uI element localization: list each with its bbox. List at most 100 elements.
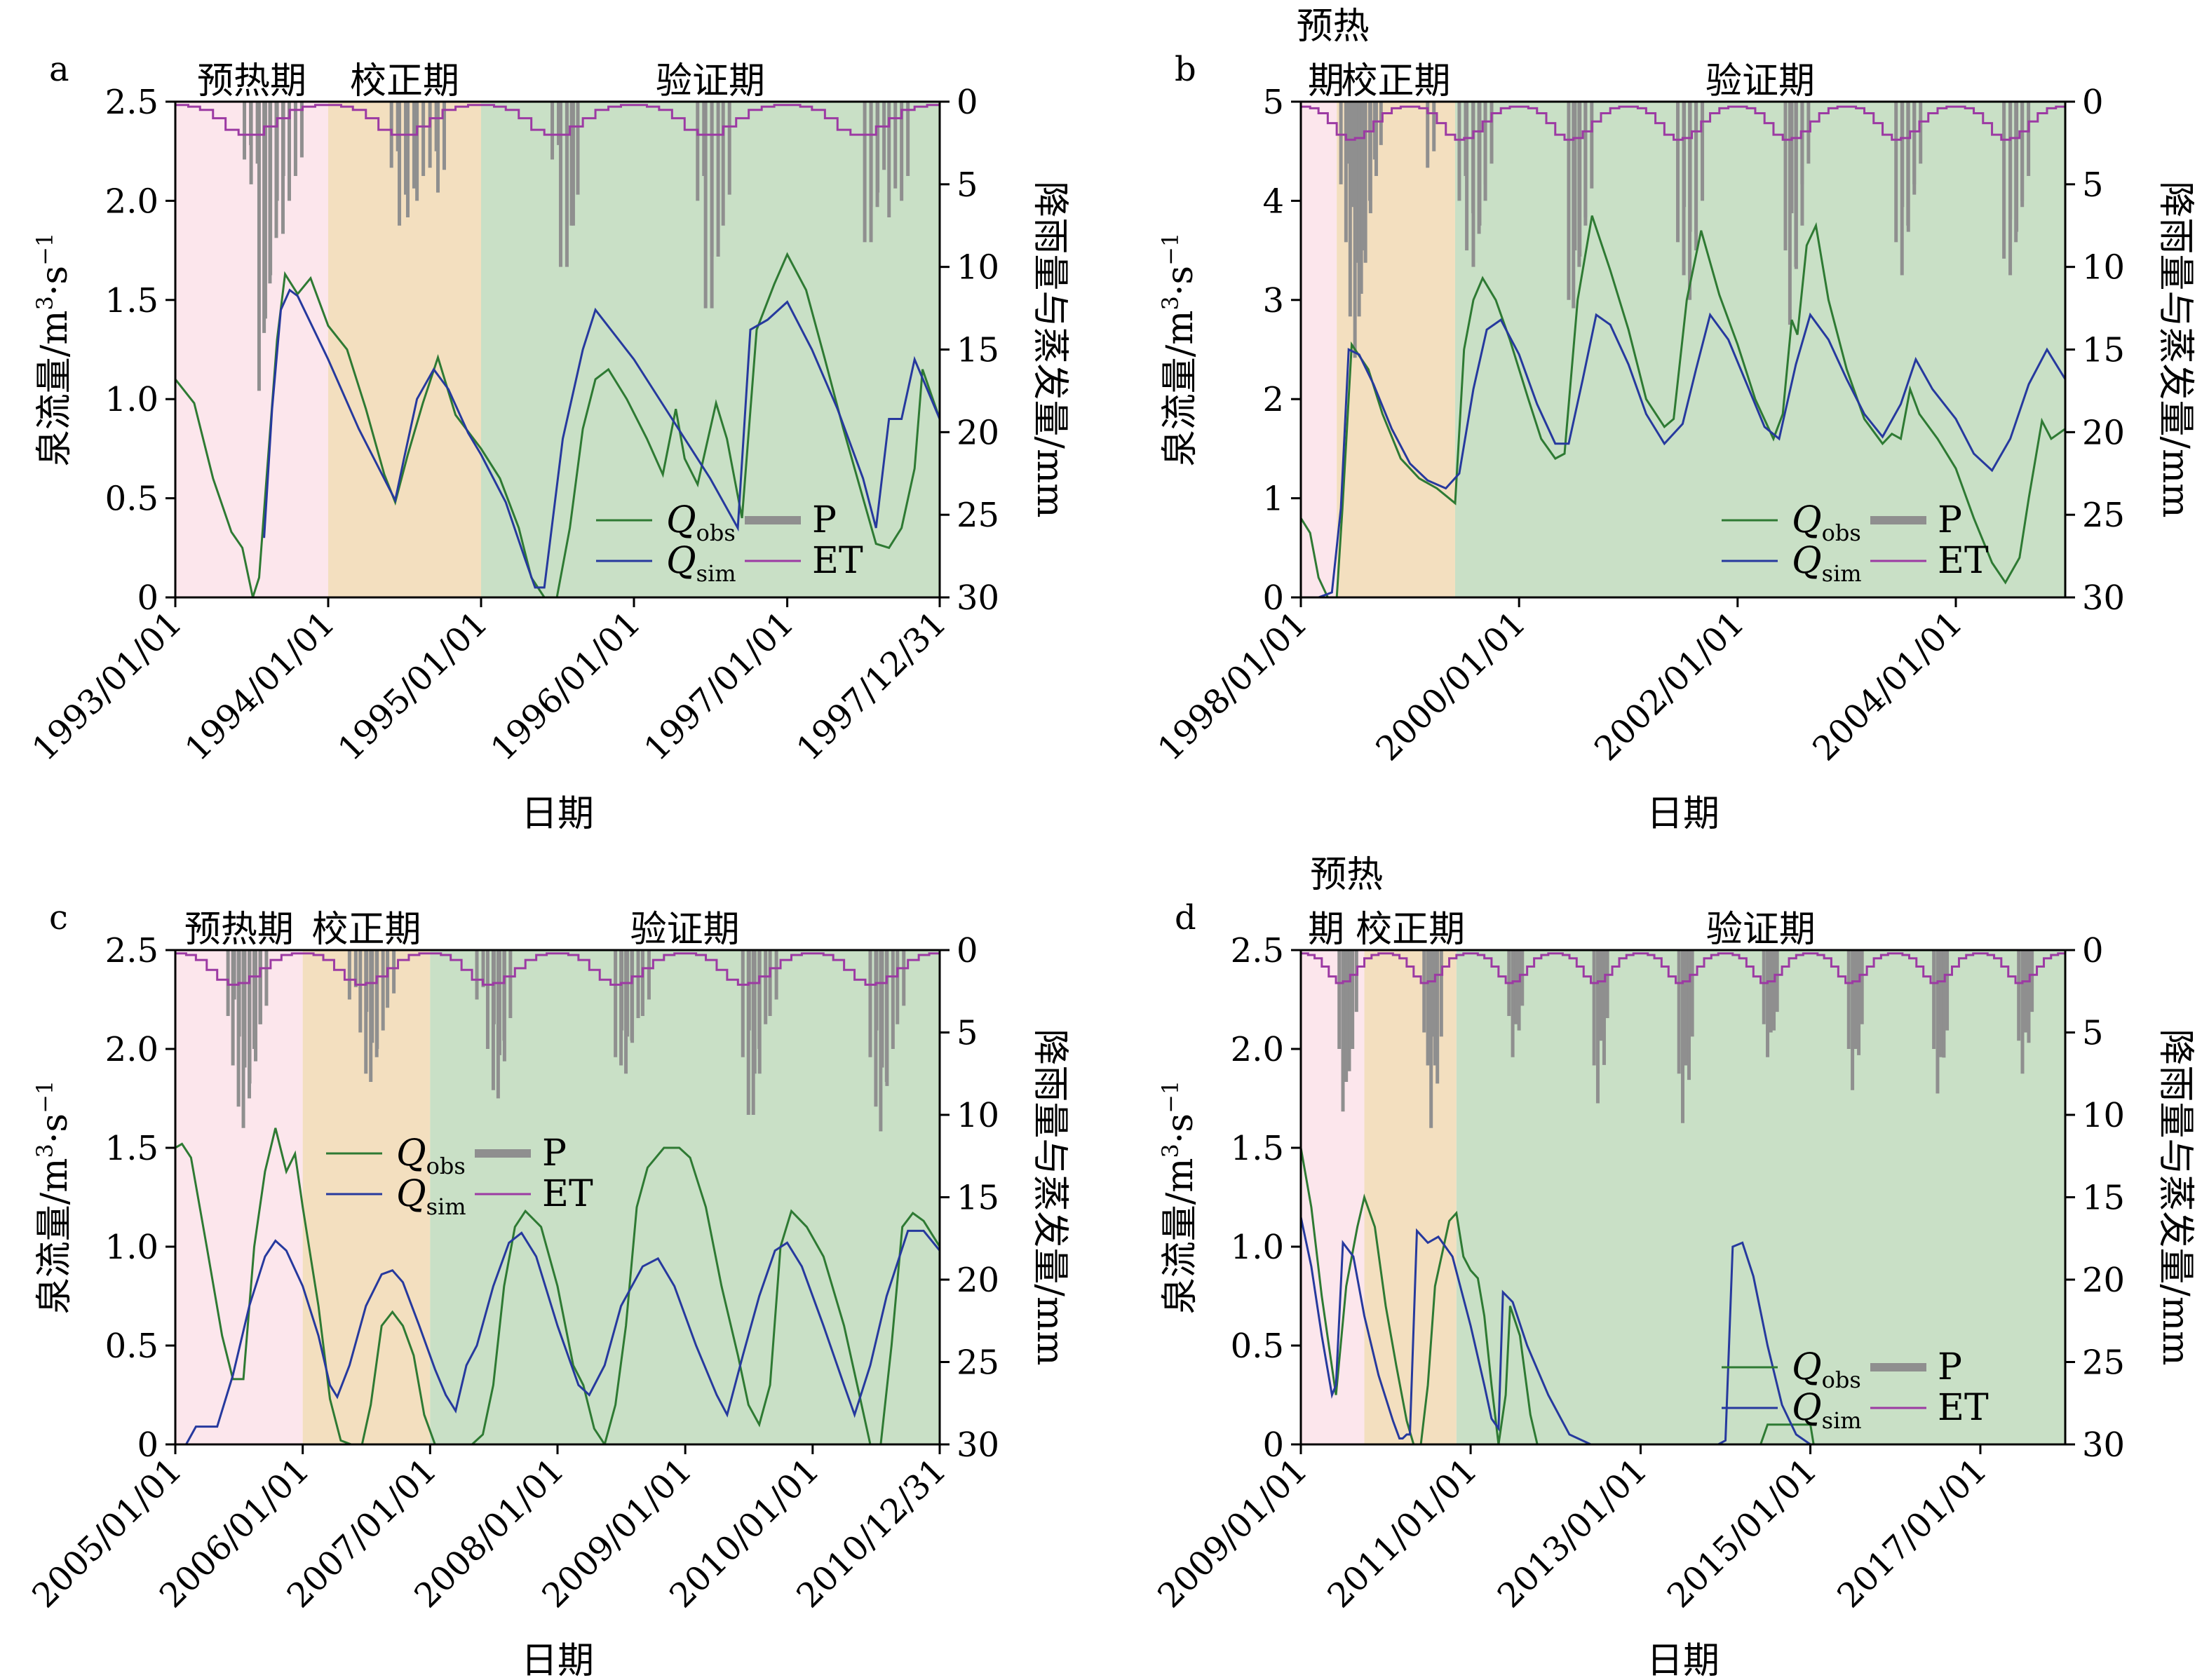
y-axis-title-part: 泉流量/m [34,1158,76,1314]
x-tick-label: 1998/01/01 [1150,604,1315,768]
panel-letter: b [1175,50,1196,89]
y-tick-label: 0 [1262,1425,1284,1465]
period-label-validation: 验证期 [656,60,765,102]
y2-tick-label: 10 [2082,1096,2125,1135]
plot-area [175,950,940,1444]
y2-axis-title: 降雨量与蒸发量/mm [2154,1029,2196,1365]
period-band-validation [1454,102,2065,597]
period-label-warmup: 预热期 [197,60,306,102]
y-tick-label: 2.5 [105,931,158,970]
y2-tick-label: 5 [2082,1014,2104,1053]
period-label-validation: 验证期 [1705,60,1815,102]
y-tick-label: 2 [1262,380,1284,419]
y-tick-label: 1.5 [1231,1129,1284,1168]
y-axis-title-part: 泉流量/m [34,310,76,466]
y-tick-label: 1.5 [105,281,158,320]
y-tick-label: 2.5 [1231,931,1284,970]
y-tick-label: 2.0 [105,182,158,221]
period-label-warmup: 预热 [1297,6,1370,48]
q-sim-line [263,288,940,589]
plot-area [1301,102,2065,597]
x-tick-label: 1995/01/01 [330,604,495,768]
y2-tick-label: 0 [957,931,978,970]
legend-p-swatch [1870,516,1926,524]
y-tick-label: 2.0 [1231,1030,1284,1069]
legend-p-label: P [542,1132,567,1174]
y-tick-label: 5 [1262,83,1284,122]
period-label-warmup: 期 [1308,60,1344,102]
y2-tick-label: 10 [2082,248,2125,287]
legend-p-label: P [1938,1346,1962,1388]
period-band-validation [1456,950,2065,1444]
period-label-calibration: 校正期 [311,909,421,951]
period-label-calibration: 校正期 [1356,909,1465,951]
y-tick-label: 1 [1262,480,1284,519]
period-band-warmup [1301,102,1337,597]
legend-q-obs-subscript: obs [426,1153,466,1179]
y-axis-title-part: 3 [32,1144,58,1158]
q-obs-line [175,252,940,597]
legend-q-sim-subscript: sim [696,560,736,587]
y2-axis-title: 降雨量与蒸发量/mm [1029,181,1071,517]
y2-tick-label: 15 [957,331,999,370]
y2-tick-label: 25 [2082,496,2125,535]
y-axis-title-part: 泉流量/m [1159,310,1201,466]
x-axis-title: 日期 [521,793,594,835]
legend-et-label: ET [1938,1387,1989,1429]
y2-tick-label: 15 [957,1179,999,1218]
y-axis-title-part: −1 [32,1081,58,1113]
y-axis-title: 泉流量/m3·s−1 [1157,233,1201,467]
q-obs-line [1301,1147,2065,1444]
y-tick-label: 2.5 [105,83,158,122]
legend-p-swatch [1870,1363,1926,1371]
y2-tick-label: 15 [2082,1179,2125,1218]
et-line [1301,952,2065,984]
legend-q-obs-subscript: obs [1822,1367,1861,1393]
y-tick-label: 0 [137,1425,158,1465]
y2-tick-label: 25 [957,496,999,535]
y-axis-title-part: 泉流量/m [1159,1158,1201,1314]
y2-tick-label: 0 [957,83,978,122]
y-tick-label: 1.0 [105,380,158,419]
y-axis-title-part: −1 [1157,233,1184,266]
period-label-warmup: 预热期 [184,909,294,951]
legend-et-label: ET [812,540,863,582]
x-tick-label: 1996/01/01 [483,604,648,768]
x-tick-label: 2002/01/01 [1587,604,1752,768]
x-tick-label: 2013/01/01 [1490,1451,1655,1615]
x-axis-title: 日期 [1647,793,1720,835]
period-label-validation: 验证期 [1706,909,1816,951]
y2-tick-label: 20 [2082,1261,2125,1300]
period-band-validation [430,950,940,1444]
x-tick-label: 1994/01/01 [177,604,342,768]
y2-axis-title: 降雨量与蒸发量/mm [1029,1029,1071,1365]
x-tick-label: 1997/01/01 [637,604,802,768]
y2-tick-label: 20 [957,413,999,452]
legend-q-sim-subscript: sim [1822,560,1862,587]
x-tick-label: 2004/01/01 [1805,604,1970,768]
y-axis-title: 泉流量/m3·s−1 [1157,1081,1201,1315]
legend-q-obs-subscript: obs [1822,520,1861,546]
x-axis-title: 日期 [521,1640,594,1680]
plot-area [175,102,940,597]
q-sim-line [185,1229,940,1444]
panel-letter: d [1175,898,1196,937]
y-axis-title-part: ·s [1159,1113,1201,1144]
y-axis-title-part: 3 [32,296,58,310]
y2-tick-label: 10 [957,248,999,287]
period-label-calibration: 校正期 [350,60,459,102]
legend-p-label: P [1938,499,1962,541]
y-axis-title-part: ·s [34,1113,76,1144]
y-tick-label: 3 [1262,281,1284,320]
y-tick-label: 1.5 [105,1129,158,1168]
y-axis-title: 泉流量/m3·s−1 [32,233,76,467]
x-tick-label: 2015/01/01 [1660,1451,1825,1615]
y-tick-label: 4 [1262,182,1284,221]
y-axis-title-part: −1 [1157,1081,1184,1113]
y2-tick-label: 0 [2082,83,2104,122]
